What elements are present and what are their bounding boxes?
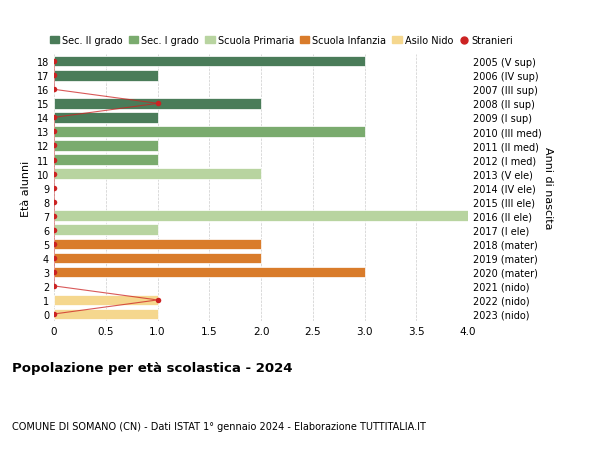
Bar bbox=[54, 57, 365, 67]
Point bbox=[49, 86, 59, 94]
Bar bbox=[54, 71, 157, 81]
Point bbox=[49, 283, 59, 290]
Bar bbox=[54, 295, 157, 306]
Bar bbox=[54, 253, 261, 263]
Bar bbox=[54, 127, 365, 137]
Bar bbox=[54, 155, 157, 165]
Point bbox=[49, 269, 59, 276]
Bar bbox=[54, 113, 157, 123]
Y-axis label: Età alunni: Età alunni bbox=[21, 160, 31, 216]
Bar bbox=[54, 99, 261, 109]
Point bbox=[49, 170, 59, 178]
Bar bbox=[54, 267, 365, 278]
Bar bbox=[54, 169, 261, 179]
Point bbox=[152, 101, 162, 108]
Point bbox=[49, 129, 59, 136]
Bar bbox=[54, 141, 157, 151]
Point bbox=[49, 199, 59, 206]
Point bbox=[49, 213, 59, 220]
Text: Popolazione per età scolastica - 2024: Popolazione per età scolastica - 2024 bbox=[12, 361, 293, 374]
Point bbox=[49, 311, 59, 318]
Point bbox=[49, 185, 59, 192]
Point bbox=[49, 157, 59, 164]
Legend: Sec. II grado, Sec. I grado, Scuola Primaria, Scuola Infanzia, Asilo Nido, Stran: Sec. II grado, Sec. I grado, Scuola Prim… bbox=[46, 32, 517, 50]
Bar bbox=[54, 225, 157, 235]
Point bbox=[49, 73, 59, 80]
Y-axis label: Anni di nascita: Anni di nascita bbox=[543, 147, 553, 230]
Point bbox=[49, 255, 59, 262]
Point bbox=[49, 58, 59, 66]
Point bbox=[49, 241, 59, 248]
Point bbox=[49, 114, 59, 122]
Point bbox=[49, 142, 59, 150]
Bar bbox=[54, 309, 157, 319]
Bar bbox=[54, 239, 261, 250]
Text: COMUNE DI SOMANO (CN) - Dati ISTAT 1° gennaio 2024 - Elaborazione TUTTITALIA.IT: COMUNE DI SOMANO (CN) - Dati ISTAT 1° ge… bbox=[12, 421, 426, 431]
Point bbox=[152, 297, 162, 304]
Bar bbox=[54, 211, 468, 221]
Point bbox=[49, 227, 59, 234]
